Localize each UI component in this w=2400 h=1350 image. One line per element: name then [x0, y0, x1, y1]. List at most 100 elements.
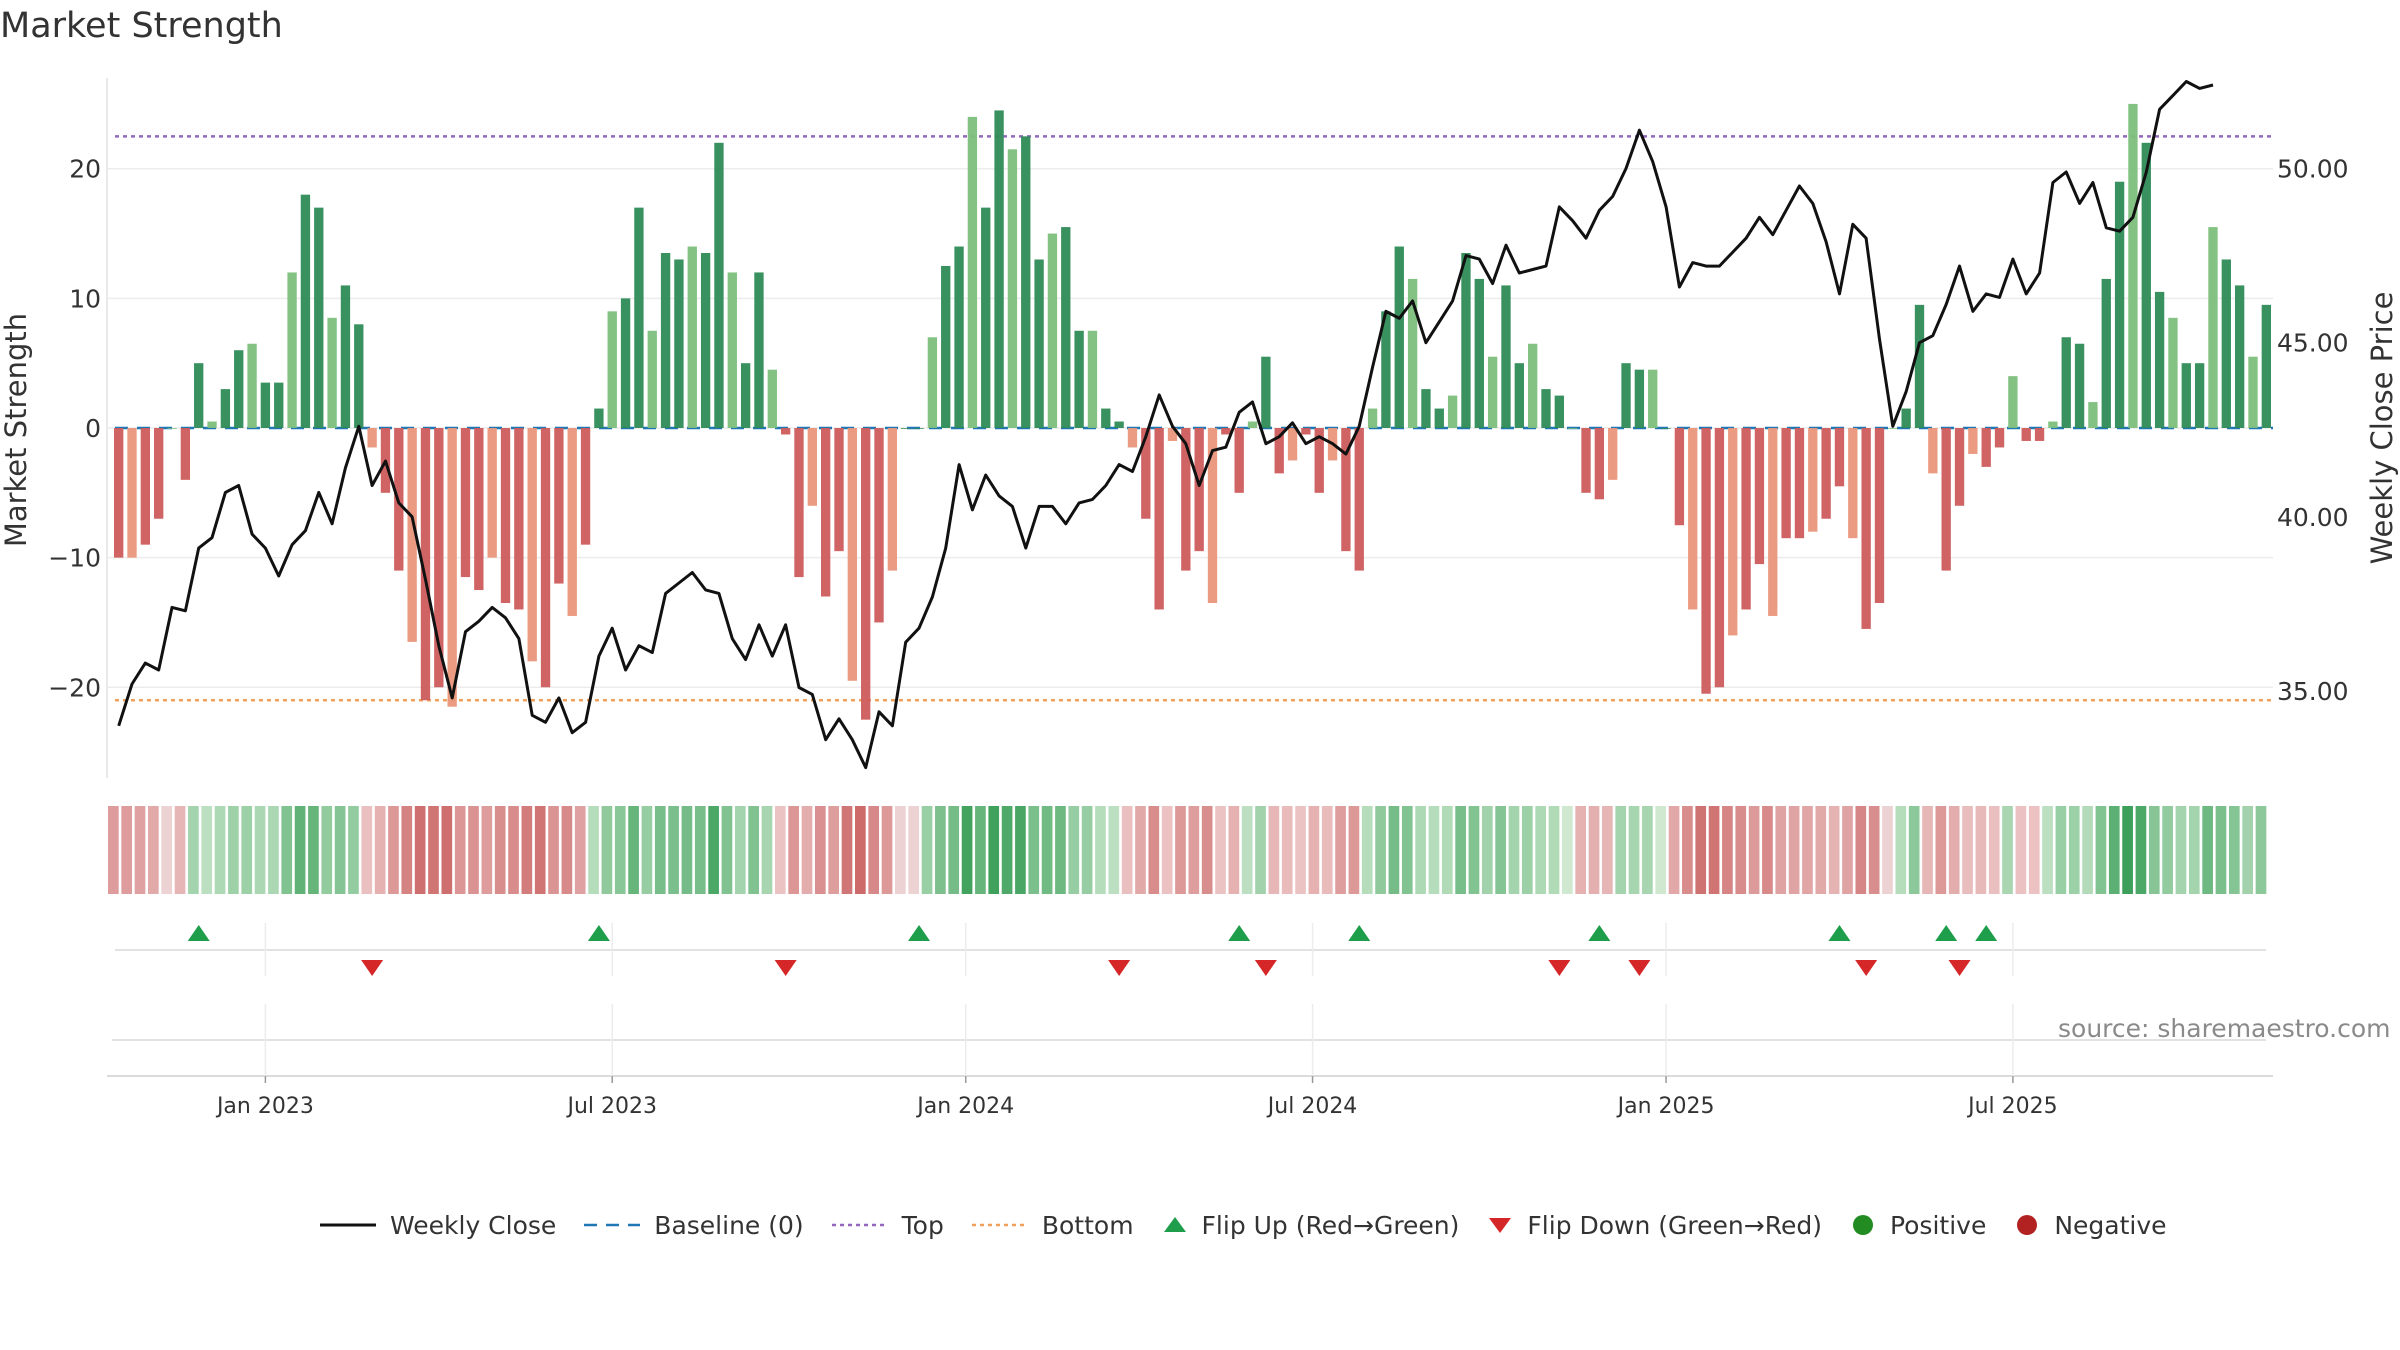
strength-bar [1101, 408, 1111, 428]
strength-bar [1381, 311, 1391, 428]
strength-bar [1127, 428, 1138, 448]
strip-cell [494, 806, 506, 894]
strip-cell [214, 806, 226, 894]
strip-cell [1135, 806, 1146, 894]
strip-cell [281, 806, 293, 894]
strip-cell [1215, 806, 1226, 894]
strength-bar [994, 110, 1004, 428]
y-tick-label: 10 [69, 284, 101, 313]
dotted-line-icon [971, 1223, 1028, 1227]
strength-bar [2168, 317, 2178, 428]
strength-bar [2208, 227, 2218, 428]
dot-icon [2017, 1215, 2038, 1235]
strength-bar [647, 330, 657, 428]
strip-cell [401, 806, 413, 894]
strip-cell [561, 806, 573, 894]
legend-label: Baseline (0) [654, 1210, 804, 1240]
strip-cell [1988, 806, 2000, 894]
strength-bar [2088, 402, 2098, 428]
legend-label: Positive [1889, 1210, 1987, 1240]
strip-cell [2042, 806, 2053, 894]
strip-cell [374, 806, 386, 894]
strength-bar [1474, 278, 1484, 428]
strip-cell [334, 806, 346, 894]
strength-bar [1287, 428, 1298, 461]
legend-item-positive: Positive [1848, 1211, 1986, 1240]
strip-cell [681, 806, 693, 894]
strip-cell [855, 806, 866, 894]
y2-tick-label: 40.00 [2277, 503, 2349, 532]
strength-bar [1688, 428, 1698, 610]
strength-bar [714, 142, 724, 428]
strength-bar [1114, 421, 1124, 428]
dashed-line-icon [584, 1223, 641, 1227]
strip-cell [721, 806, 733, 894]
strip-cell [1748, 806, 1760, 894]
strip-cell [708, 806, 719, 894]
weekly-close-line [117, 80, 2214, 770]
strength-bar [1301, 428, 1311, 435]
strength-bar [1407, 278, 1418, 428]
strip-cell [548, 806, 559, 894]
strength-bar [1354, 428, 1364, 571]
strength-bar [2021, 428, 2031, 441]
strength-bar [1501, 285, 1511, 428]
strength-bar [180, 428, 191, 480]
strength-bar [1221, 428, 1231, 435]
strength-bar [807, 428, 817, 506]
strength-bar [1981, 428, 1991, 467]
strip-cell [841, 806, 853, 894]
strip-cell [321, 806, 333, 894]
strip-cell [308, 806, 319, 894]
x-axis-ticks: Jan 2023 Jul 2023 Jan 2024 Jul 2024 Jan 2025… [215, 1076, 2058, 1119]
strip-cell [161, 806, 173, 894]
strength-bar [2101, 278, 2111, 428]
strip-cell [414, 806, 426, 894]
strength-bar [154, 428, 164, 519]
strip-cell [2228, 806, 2240, 894]
strip-cell [574, 806, 586, 894]
strength-bar [1514, 363, 1524, 428]
strip-cell [614, 806, 626, 894]
strength-bar [367, 428, 377, 448]
strip-cell [694, 806, 706, 894]
strip-cell [454, 806, 466, 894]
strip-cell [1348, 806, 1360, 894]
legend-item-negative: Negative [2012, 1211, 2167, 1240]
strength-bar [514, 428, 524, 610]
strip-cell [134, 806, 146, 894]
strength-bar [1568, 428, 1578, 429]
flip-up-marker [1828, 925, 1851, 941]
strip-cell [1642, 806, 1653, 894]
strength-bar [1247, 421, 1258, 428]
strength-bar [1261, 356, 1271, 428]
strength-bar [554, 428, 564, 584]
strength-bar [767, 369, 777, 428]
chart-title: Market Strength [0, 6, 283, 46]
dot-icon [1852, 1215, 1873, 1235]
strength-bar [820, 428, 831, 597]
strength-bar [594, 408, 604, 428]
strength-bar [407, 428, 417, 642]
strip-cell [241, 806, 253, 894]
strip-cell [654, 806, 666, 894]
strip-cell [801, 806, 813, 894]
strip-cell [388, 806, 399, 894]
strip-cell [254, 806, 266, 894]
strength-bar [754, 272, 764, 428]
x-tick-label: Jul 2023 [565, 1094, 657, 1119]
strip-cell [108, 806, 119, 894]
strip-cell [734, 806, 746, 894]
strip-cell [1722, 806, 1733, 894]
strength-bar [1994, 428, 2005, 448]
strip-cell [1361, 806, 1373, 894]
strength-bar [420, 428, 431, 701]
strength-bar [127, 428, 137, 558]
strength-bar [620, 298, 631, 428]
strength-bar [2141, 142, 2151, 428]
legend-label: Bottom [1041, 1210, 1134, 1240]
strength-bar [340, 285, 351, 428]
line-icon [320, 1223, 376, 1227]
chart-legend: Weekly Close Baseline (0) Top Bottom Flip Up… [318, 1208, 2193, 1242]
strength-bar [1034, 259, 1044, 428]
